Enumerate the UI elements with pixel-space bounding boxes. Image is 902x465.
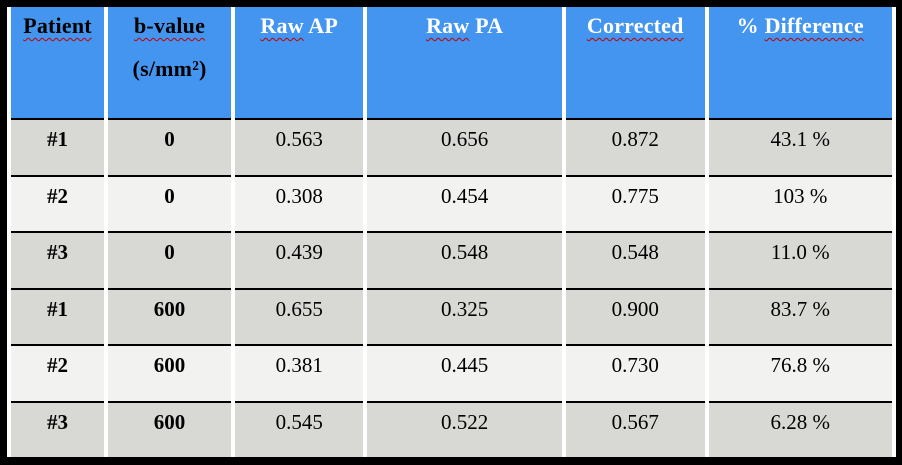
table-cell: 0.545: [235, 400, 364, 457]
table-cell: 0.900: [565, 287, 705, 344]
table-cell: #2: [11, 344, 104, 401]
table-cell: 0.548: [565, 231, 705, 288]
header-label: Difference: [764, 13, 864, 38]
table-row: #2 600 0.381 0.445 0.730 76.8 %: [11, 344, 892, 401]
table-cell: 0.655: [235, 287, 364, 344]
column-header-b-value: b-value (s/mm²): [107, 7, 232, 118]
table-cell: 43.1 %: [708, 118, 892, 175]
table-cell: 0.730: [565, 344, 705, 401]
column-header-corrected: Corrected: [565, 7, 705, 118]
table-cell: 0.454: [367, 174, 562, 231]
header-label-units: (s/mm²): [132, 56, 207, 81]
column-header-raw-ap: Raw AP: [235, 7, 364, 118]
header-label-prefix: %: [736, 13, 765, 38]
table-cell: 0.439: [235, 231, 364, 288]
table-row: #2 0 0.308 0.454 0.775 103 %: [11, 174, 892, 231]
table-cell: #3: [11, 231, 104, 288]
table-cell: 0.567: [565, 400, 705, 457]
table-cell: 0.325: [367, 287, 562, 344]
table-cell: #1: [11, 287, 104, 344]
header-label: Patient: [23, 13, 92, 38]
table-cell: 11.0 %: [708, 231, 892, 288]
table-cell: 0.872: [565, 118, 705, 175]
table-row: #1 0 0.563 0.656 0.872 43.1 %: [11, 118, 892, 175]
column-header-pct-difference: % Difference: [708, 7, 892, 118]
table-row: #1 600 0.655 0.325 0.900 83.7 %: [11, 287, 892, 344]
header-row: Patient b-value (s/mm²) Raw AP Raw PA Co…: [11, 7, 892, 118]
table-row: #3 600 0.545 0.522 0.567 6.28 %: [11, 400, 892, 457]
table-cell: 6.28 %: [708, 400, 892, 457]
header-label-suffix: PA: [469, 13, 504, 38]
table-cell: 600: [107, 344, 232, 401]
table-cell: #2: [11, 174, 104, 231]
column-header-raw-pa: Raw PA: [367, 7, 562, 118]
table-cell: 0: [107, 231, 232, 288]
table-cell: 0.656: [367, 118, 562, 175]
table-cell: 0.381: [235, 344, 364, 401]
header-label: Raw: [260, 13, 304, 38]
header-label: Corrected: [586, 13, 684, 38]
table-cell: 0.775: [565, 174, 705, 231]
table-cell: 76.8 %: [708, 344, 892, 401]
column-header-patient: Patient: [11, 7, 104, 118]
table-cell: 0.445: [367, 344, 562, 401]
table-cell: 600: [107, 287, 232, 344]
table-row: #3 0 0.439 0.548 0.548 11.0 %: [11, 231, 892, 288]
results-table: Patient b-value (s/mm²) Raw AP Raw PA Co…: [7, 7, 896, 457]
header-label-suffix: AP: [303, 13, 339, 38]
table-cell: 0.308: [235, 174, 364, 231]
table-cell: 83.7 %: [708, 287, 892, 344]
table-cell: 0.548: [367, 231, 562, 288]
table-cell: 600: [107, 400, 232, 457]
table-cell: #1: [11, 118, 104, 175]
table-cell: 0.563: [235, 118, 364, 175]
table-cell: 0: [107, 174, 232, 231]
table-cell: 103 %: [708, 174, 892, 231]
header-label: Raw: [426, 13, 470, 38]
table-cell: 0.522: [367, 400, 562, 457]
table-cell: 0: [107, 118, 232, 175]
table-cell: #3: [11, 400, 104, 457]
header-label: b-value: [134, 13, 206, 38]
